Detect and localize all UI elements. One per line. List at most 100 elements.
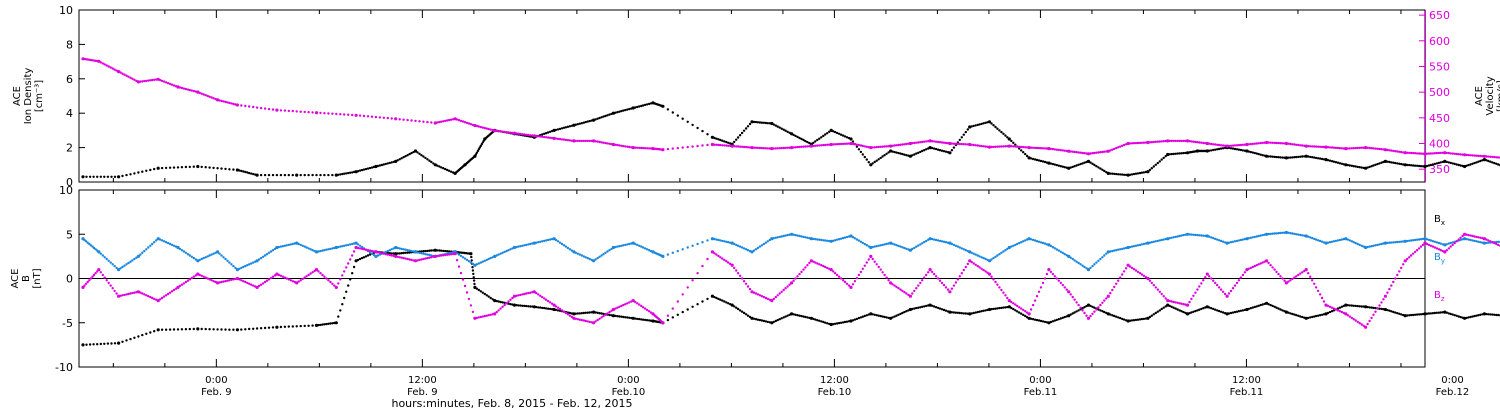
data-point: [1400, 150, 1403, 154]
left-tick-label: 5: [66, 228, 73, 241]
data-point: [1010, 139, 1013, 143]
data-point: [1018, 241, 1021, 245]
data-point: [1122, 318, 1126, 321]
data-point: [849, 319, 853, 323]
data-point: [764, 296, 768, 300]
data-point: [1049, 244, 1053, 248]
data-point: [472, 279, 476, 282]
data-point: [143, 249, 146, 253]
data-point: [1037, 319, 1041, 322]
data-point: [1012, 244, 1015, 247]
data-point: [396, 246, 399, 250]
data-point: [938, 279, 942, 282]
data-point: [927, 271, 930, 274]
data-point: [537, 306, 540, 309]
data-point: [1279, 275, 1282, 278]
data-point: [339, 309, 342, 312]
data-point: [1497, 240, 1500, 244]
data-point: [125, 173, 128, 177]
data-point: [1299, 144, 1302, 147]
data-point: [1103, 169, 1106, 173]
data-point: [311, 173, 314, 177]
data-point: [1057, 164, 1061, 167]
data-point: [1091, 312, 1094, 316]
data-point: [159, 78, 162, 82]
data-point: [1326, 159, 1330, 162]
series-By: [81, 230, 1500, 272]
data-point: [762, 295, 766, 299]
data-point: [1356, 242, 1359, 246]
data-point: [1485, 312, 1488, 316]
data-point: [1358, 305, 1361, 308]
data-point: [325, 277, 328, 280]
data-point: [1297, 273, 1300, 277]
data-point: [620, 244, 623, 247]
data-point: [915, 245, 918, 248]
data-point: [800, 314, 803, 318]
data-point: [1162, 306, 1165, 309]
data-point: [224, 167, 227, 171]
data-point: [1002, 250, 1005, 253]
data-point: [1311, 315, 1314, 319]
data-point: [1277, 141, 1280, 145]
data-point: [147, 295, 150, 298]
data-point: [713, 143, 716, 146]
data-point: [1350, 304, 1354, 307]
data-point: [911, 292, 914, 295]
data-point: [1037, 290, 1041, 293]
data-point: [314, 111, 319, 115]
data-point: [606, 142, 609, 145]
data-point: [1253, 235, 1257, 239]
data-point: [1378, 307, 1381, 310]
data-point: [576, 312, 579, 315]
data-point: [1314, 286, 1318, 289]
data-point: [123, 264, 126, 267]
data-point: [851, 236, 855, 239]
data-point: [1495, 313, 1498, 317]
data-point: [744, 248, 748, 251]
data-point: [1316, 145, 1320, 148]
data-point: [1318, 293, 1322, 296]
data-point: [472, 276, 475, 279]
data-point: [942, 150, 946, 153]
data-point: [901, 311, 904, 315]
data-point: [715, 238, 718, 241]
data-point: [446, 119, 449, 122]
data-point: [1336, 146, 1340, 150]
data-point: [742, 247, 746, 250]
data-point: [1249, 150, 1253, 154]
data-point: [1077, 309, 1080, 312]
data-point: [966, 128, 969, 131]
data-point: [841, 142, 845, 146]
data-point: [1178, 139, 1181, 143]
data-point: [1063, 252, 1066, 256]
data-point: [1340, 162, 1344, 165]
data-point: [855, 143, 859, 146]
data-point: [1291, 232, 1294, 235]
data-point: [638, 146, 641, 150]
data-point: [410, 119, 413, 122]
data-point: [1039, 319, 1043, 323]
data-point: [1495, 162, 1498, 165]
data-point: [1403, 259, 1407, 263]
data-point: [1465, 237, 1468, 241]
data-point: [576, 123, 579, 126]
data-point: [1037, 159, 1041, 162]
data-point: [1077, 261, 1080, 265]
data-point: [1134, 172, 1138, 175]
data-point: [388, 161, 391, 165]
left-axis-label: ACEIon Density[cm⁻³]: [12, 68, 45, 125]
data-point: [327, 248, 330, 251]
data-point: [628, 301, 631, 304]
data-point: [240, 279, 243, 282]
data-point: [1423, 152, 1427, 156]
data-point: [503, 130, 506, 134]
data-point: [479, 125, 482, 129]
data-point: [919, 243, 922, 246]
data-point: [469, 123, 473, 126]
data-point: [816, 262, 819, 265]
data-point: [760, 319, 764, 322]
data-point: [666, 253, 670, 256]
data-point: [1043, 147, 1047, 150]
data-point: [1477, 160, 1480, 163]
